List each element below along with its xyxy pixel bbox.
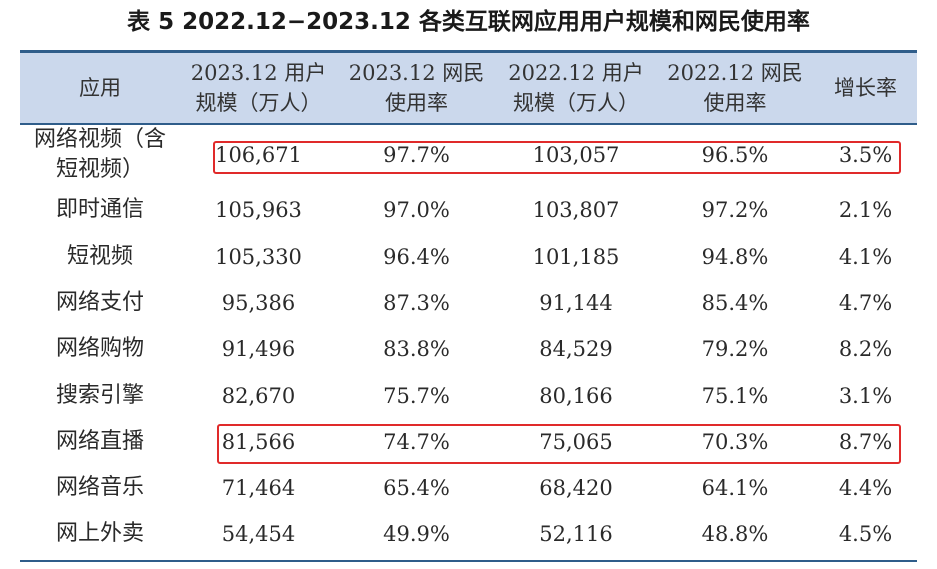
table-row: 网络支付 95,386 87.3% 91,144 85.4% 4.7% bbox=[20, 280, 917, 326]
cell-app: 网络购物 bbox=[55, 336, 144, 361]
col-header-users-2022: 2022.12 用户 规模（万人） bbox=[508, 61, 644, 115]
cell-growth: 3.5% bbox=[838, 143, 893, 167]
table-row: 网络直播 81,566 74.7% 75,065 70.3% 8.7% bbox=[20, 419, 917, 465]
cell-rate-2022: 94.8% bbox=[701, 245, 769, 269]
table-title: 表 5 2022.12−2023.12 各类互联网应用用户规模和网民使用率 bbox=[127, 9, 810, 35]
cell-rate-2023: 97.0% bbox=[383, 198, 450, 222]
col-header-rate-2022: 2022.12 网民 使用率 bbox=[667, 61, 803, 115]
cell-rate-2023: 65.4% bbox=[383, 476, 450, 500]
cell-users-2022: 84,529 bbox=[539, 337, 613, 361]
cell-rate-2022: 48.8% bbox=[701, 522, 769, 546]
cell-rate-2022: 96.5% bbox=[701, 143, 769, 167]
bottom-rule bbox=[20, 560, 917, 562]
top-rule bbox=[20, 50, 917, 53]
cell-users-2022: 103,057 bbox=[532, 143, 620, 167]
cell-growth: 4.7% bbox=[838, 291, 893, 315]
table-row: 网络视频（含 短视频） 106,671 97.7% 103,057 96.5% 3.5% bbox=[20, 122, 917, 188]
cell-users-2023: 105,963 bbox=[215, 198, 302, 222]
cell-growth: 4.4% bbox=[838, 476, 893, 500]
cell-app: 搜索引擎 bbox=[55, 383, 144, 408]
cell-users-2023: 81,566 bbox=[221, 430, 296, 454]
table-row: 短视频 105,330 96.4% 101,185 94.8% 4.1% bbox=[20, 234, 917, 280]
cell-users-2022: 68,420 bbox=[539, 476, 613, 500]
cell-users-2022: 80,166 bbox=[539, 384, 613, 408]
cell-users-2022: 52,116 bbox=[539, 522, 613, 546]
cell-rate-2023: 74.7% bbox=[383, 430, 450, 454]
cell-users-2022: 75,065 bbox=[539, 430, 613, 454]
cell-growth: 4.1% bbox=[838, 245, 893, 269]
col-header-rate-2023: 2023.12 网民 使用率 bbox=[348, 61, 485, 115]
cell-app: 网络支付 bbox=[55, 290, 144, 315]
table-row: 搜索引擎 82,670 75.7% 80,166 75.1% 3.1% bbox=[20, 373, 917, 419]
cell-users-2023: 95,386 bbox=[221, 291, 296, 315]
cell-growth: 8.2% bbox=[838, 337, 893, 361]
cell-users-2022: 103,807 bbox=[532, 198, 620, 222]
cell-app: 网络音乐 bbox=[55, 475, 144, 500]
cell-rate-2022: 64.1% bbox=[701, 476, 769, 500]
cell-rate-2023: 96.4% bbox=[383, 245, 450, 269]
cell-users-2022: 101,185 bbox=[532, 245, 620, 269]
cell-users-2023: 71,464 bbox=[221, 476, 296, 500]
cell-rate-2022: 75.1% bbox=[701, 384, 769, 408]
cell-rate-2023: 83.8% bbox=[383, 337, 450, 361]
col-header-users-2023: 2023.12 用户 规模（万人） bbox=[190, 61, 327, 115]
table-row: 网络购物 91,496 83.8% 84,529 79.2% 8.2% bbox=[20, 326, 917, 372]
cell-rate-2023: 97.7% bbox=[383, 143, 450, 167]
cell-users-2023: 91,496 bbox=[221, 337, 296, 361]
cell-users-2023: 82,670 bbox=[221, 384, 296, 408]
cell-users-2023: 106,671 bbox=[215, 143, 302, 167]
cell-rate-2022: 70.3% bbox=[701, 430, 769, 454]
cell-rate-2022: 97.2% bbox=[701, 198, 769, 222]
col-header-app: 应用 bbox=[79, 76, 121, 100]
cell-app: 网络直播 bbox=[55, 429, 144, 454]
cell-growth: 4.5% bbox=[838, 522, 893, 546]
table-row: 网络音乐 71,464 65.4% 68,420 64.1% 4.4% bbox=[20, 465, 917, 511]
cell-users-2022: 91,144 bbox=[539, 291, 613, 315]
cell-rate-2023: 87.3% bbox=[383, 291, 450, 315]
table-header: 应用 2023.12 用户 规模（万人） 2023.12 网民 使用率 2022… bbox=[20, 53, 917, 125]
cell-growth: 3.1% bbox=[838, 384, 893, 408]
col-header-growth: 增长率 bbox=[834, 76, 897, 100]
table-row: 网上外卖 54,454 49.9% 52,116 48.8% 4.5% bbox=[20, 511, 917, 557]
table-row: 即时通信 105,963 97.0% 103,807 97.2% 2.1% bbox=[20, 187, 917, 233]
cell-app: 网上外卖 bbox=[55, 521, 144, 546]
cell-app: 即时通信 bbox=[55, 197, 144, 222]
cell-growth: 2.1% bbox=[838, 198, 893, 222]
cell-app: 短视频 bbox=[66, 244, 133, 269]
cell-rate-2023: 75.7% bbox=[383, 384, 450, 408]
cell-rate-2022: 79.2% bbox=[701, 337, 769, 361]
cell-app: 网络视频（含 短视频） bbox=[33, 127, 166, 182]
cell-users-2023: 54,454 bbox=[221, 522, 296, 546]
cell-users-2023: 105,330 bbox=[215, 245, 302, 269]
cell-rate-2022: 85.4% bbox=[701, 291, 769, 315]
cell-growth: 8.7% bbox=[838, 430, 893, 454]
cell-rate-2023: 49.9% bbox=[383, 522, 450, 546]
